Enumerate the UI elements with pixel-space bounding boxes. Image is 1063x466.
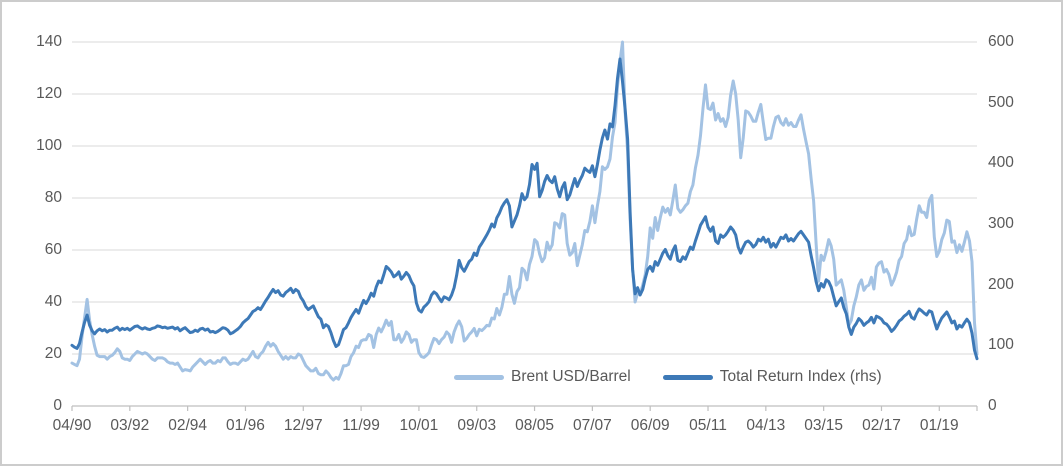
brent-legend-swatch — [454, 374, 504, 380]
brent-line — [70, 40, 979, 382]
x-axis-label: 12/97 — [283, 417, 323, 434]
x-axis-label: 04/13 — [746, 417, 786, 434]
legend-item-brent: Brent USD/Barrel — [454, 368, 631, 386]
left-axis-label: 100 — [36, 137, 62, 154]
x-axis-label: 11/99 — [342, 417, 380, 434]
total-return-index-line — [70, 57, 979, 361]
left-axis-label: 60 — [44, 241, 62, 258]
left-axis-label: 120 — [36, 85, 62, 102]
left-axis-label: 20 — [44, 345, 62, 362]
x-axis-label: 02/94 — [168, 417, 208, 434]
brent-legend-label: Brent USD/Barrel — [511, 368, 631, 385]
x-axis-label: 04/90 — [52, 417, 92, 434]
x-axis-label: 01/19 — [919, 417, 959, 434]
x-axis-label: 08/05 — [515, 417, 554, 434]
left-axis-label: 80 — [44, 189, 62, 206]
right-axis-label: 300 — [988, 215, 1014, 232]
x-axis-label: 05/11 — [689, 417, 727, 434]
right-axis-label: 500 — [988, 93, 1014, 111]
left-axis-label: 0 — [53, 397, 62, 414]
x-axis-label: 07/07 — [572, 417, 612, 434]
right-axis-label: 600 — [988, 33, 1014, 50]
x-axis-label: 03/92 — [110, 417, 150, 434]
x-axis-label: 09/03 — [457, 417, 497, 434]
left-axis-label: 40 — [44, 293, 62, 310]
right-axis-label: 100 — [988, 336, 1014, 354]
right-axis-label: 400 — [988, 154, 1014, 172]
left-axis-label: 140 — [36, 33, 62, 50]
legend: Brent USD/Barrel Total Return Index (rhs… — [454, 368, 882, 386]
total-return-index-legend-label: Total Return Index (rhs) — [719, 368, 882, 385]
x-axis-label: 01/96 — [226, 417, 265, 434]
right-axis-label: 200 — [988, 275, 1014, 293]
x-axis-label: 06/09 — [630, 417, 670, 434]
right-axis-label: 0 — [988, 397, 997, 414]
x-axis-label: 10/01 — [399, 417, 439, 434]
legend-item-total-return-index: Total Return Index (rhs) — [662, 368, 882, 386]
total-return-index-legend-swatch — [662, 374, 713, 380]
x-axis-label: 02/17 — [862, 417, 901, 434]
x-axis-label: 03/15 — [804, 417, 844, 434]
